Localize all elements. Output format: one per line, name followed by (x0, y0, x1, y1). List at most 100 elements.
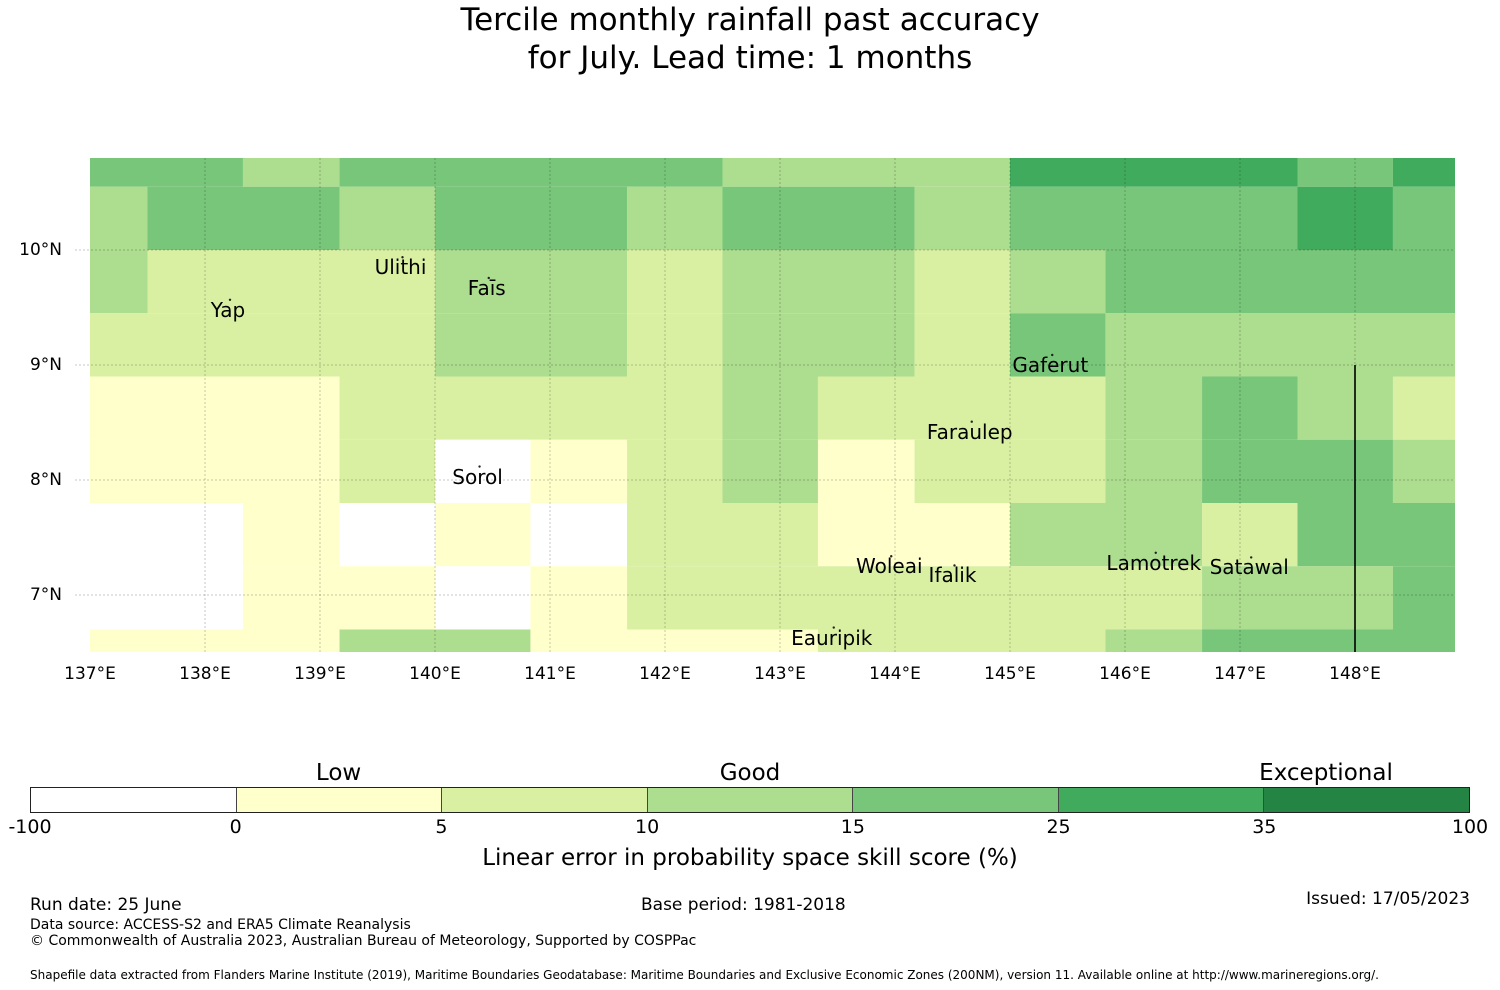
longitude-label: 143°E (754, 664, 806, 684)
latitude-label: 7°N (29, 585, 62, 605)
skill-cell (147, 186, 340, 250)
skill-cell (627, 439, 723, 503)
graticule (75, 158, 1455, 652)
place-label: Lamotrek (1106, 550, 1202, 575)
place-label: Yap (210, 297, 246, 322)
longitude-label: 146°E (1099, 664, 1151, 684)
longitude-label: 147°E (1214, 664, 1266, 684)
skill-cell (90, 250, 148, 314)
place-label: Woleai (855, 554, 923, 579)
skill-cell (1202, 503, 1298, 567)
skill-cell (1392, 566, 1455, 630)
skill-cell (1010, 158, 1298, 187)
map-title-line-2: for July. Lead time: 1 months (527, 40, 973, 76)
skill-cell (817, 376, 1106, 440)
skill-cell (627, 313, 723, 377)
colorbar-segment (31, 788, 237, 812)
skill-cell (1297, 186, 1393, 250)
skill-cell (1392, 158, 1455, 187)
skill-cell (90, 376, 340, 440)
place-label: Faraulep (926, 419, 1013, 444)
skill-cell (722, 186, 915, 250)
skill-cell (339, 376, 723, 440)
skill-cell (435, 439, 531, 503)
colorbar-tick-label: 0 (229, 816, 242, 838)
skill-cell (90, 566, 243, 630)
map-title-line-1: Tercile monthly rainfall past accuracy (460, 2, 1040, 38)
skill-cell (1105, 250, 1455, 314)
place-label: Eauripik (791, 625, 873, 650)
island-dot (970, 420, 973, 423)
skill-cell (914, 186, 1010, 250)
skill-cell (722, 439, 818, 503)
colorbar-category-label: Exceptional (1259, 760, 1393, 786)
skill-cell (1392, 376, 1455, 440)
longitude-label: 137°E (64, 664, 116, 684)
colorbar-tick-label: -100 (8, 816, 52, 838)
skill-cell (435, 313, 628, 377)
skill-cell (1010, 503, 1203, 567)
skill-cell (435, 566, 531, 630)
data-source: Data source: ACCESS-S2 and ERA5 Climate … (30, 917, 411, 933)
island-dot (1250, 556, 1253, 559)
skill-cell (627, 250, 723, 314)
longitude-label: 140°E (409, 664, 461, 684)
skill-cell (1202, 376, 1298, 440)
place-label: Gaferut (1012, 353, 1089, 377)
skill-cell (1105, 376, 1203, 440)
latitude-label: 8°N (29, 470, 62, 490)
longitude-label: 148°E (1329, 664, 1381, 684)
skill-cell (1297, 376, 1393, 440)
colorbar-category-label: Good (719, 760, 781, 786)
base-period: Base period: 1981-2018 (641, 895, 846, 915)
skill-cell (435, 250, 628, 314)
colorbar-tick-label: 15 (840, 816, 865, 838)
skill-grid-cells (90, 158, 1455, 652)
skill-cell (90, 313, 435, 377)
skill-cell (1010, 186, 1298, 250)
skill-map (75, 158, 1455, 652)
colorbar-tick-label: 25 (1046, 816, 1071, 838)
skill-cell (1010, 313, 1106, 377)
place-label: Ulithi (374, 255, 427, 280)
skill-cell (90, 439, 340, 503)
run-date: Run date: 25 June (30, 895, 182, 915)
skill-cell (1105, 313, 1455, 377)
skill-cell (1010, 250, 1106, 314)
colorbar-segment (1264, 788, 1470, 812)
skill-cell (339, 503, 435, 567)
longitude-label: 142°E (639, 664, 691, 684)
skill-cell (242, 158, 340, 187)
skill-cell (817, 439, 915, 503)
skill-cell (435, 503, 531, 567)
skill-cell (530, 629, 818, 652)
longitude-label: 141°E (524, 664, 576, 684)
skill-cell (722, 376, 818, 440)
island-dot (832, 626, 835, 629)
colorbar-tick-label: 5 (435, 816, 448, 838)
skill-cell (530, 439, 628, 503)
colorbar (30, 787, 1470, 813)
island-dot (478, 465, 481, 468)
island-dot (890, 555, 893, 558)
skill-cell (1297, 158, 1393, 187)
skill-cell (1105, 629, 1203, 652)
skill-cell (1392, 439, 1455, 503)
shapefile-credit: Shapefile data extracted from Flanders M… (30, 968, 1379, 982)
island-dot (953, 564, 956, 567)
skill-cell (722, 313, 915, 377)
skill-cell (242, 566, 435, 630)
place-label: Ifalik (928, 563, 977, 588)
longitude-label: 139°E (294, 664, 346, 684)
colorbar-segment (647, 788, 854, 812)
colorbar-segment (1058, 788, 1265, 812)
skill-cell (147, 250, 435, 314)
colorbar-tick-label: 35 (1252, 816, 1277, 838)
longitude-label: 145°E (984, 664, 1036, 684)
skill-cell (1297, 503, 1455, 567)
island-dot (228, 298, 232, 301)
colorbar-axis-label: Linear error in probability space skill … (482, 845, 1018, 871)
place-label: Faīs (467, 275, 506, 300)
skill-cell (90, 158, 243, 187)
skill-cell (339, 158, 723, 187)
